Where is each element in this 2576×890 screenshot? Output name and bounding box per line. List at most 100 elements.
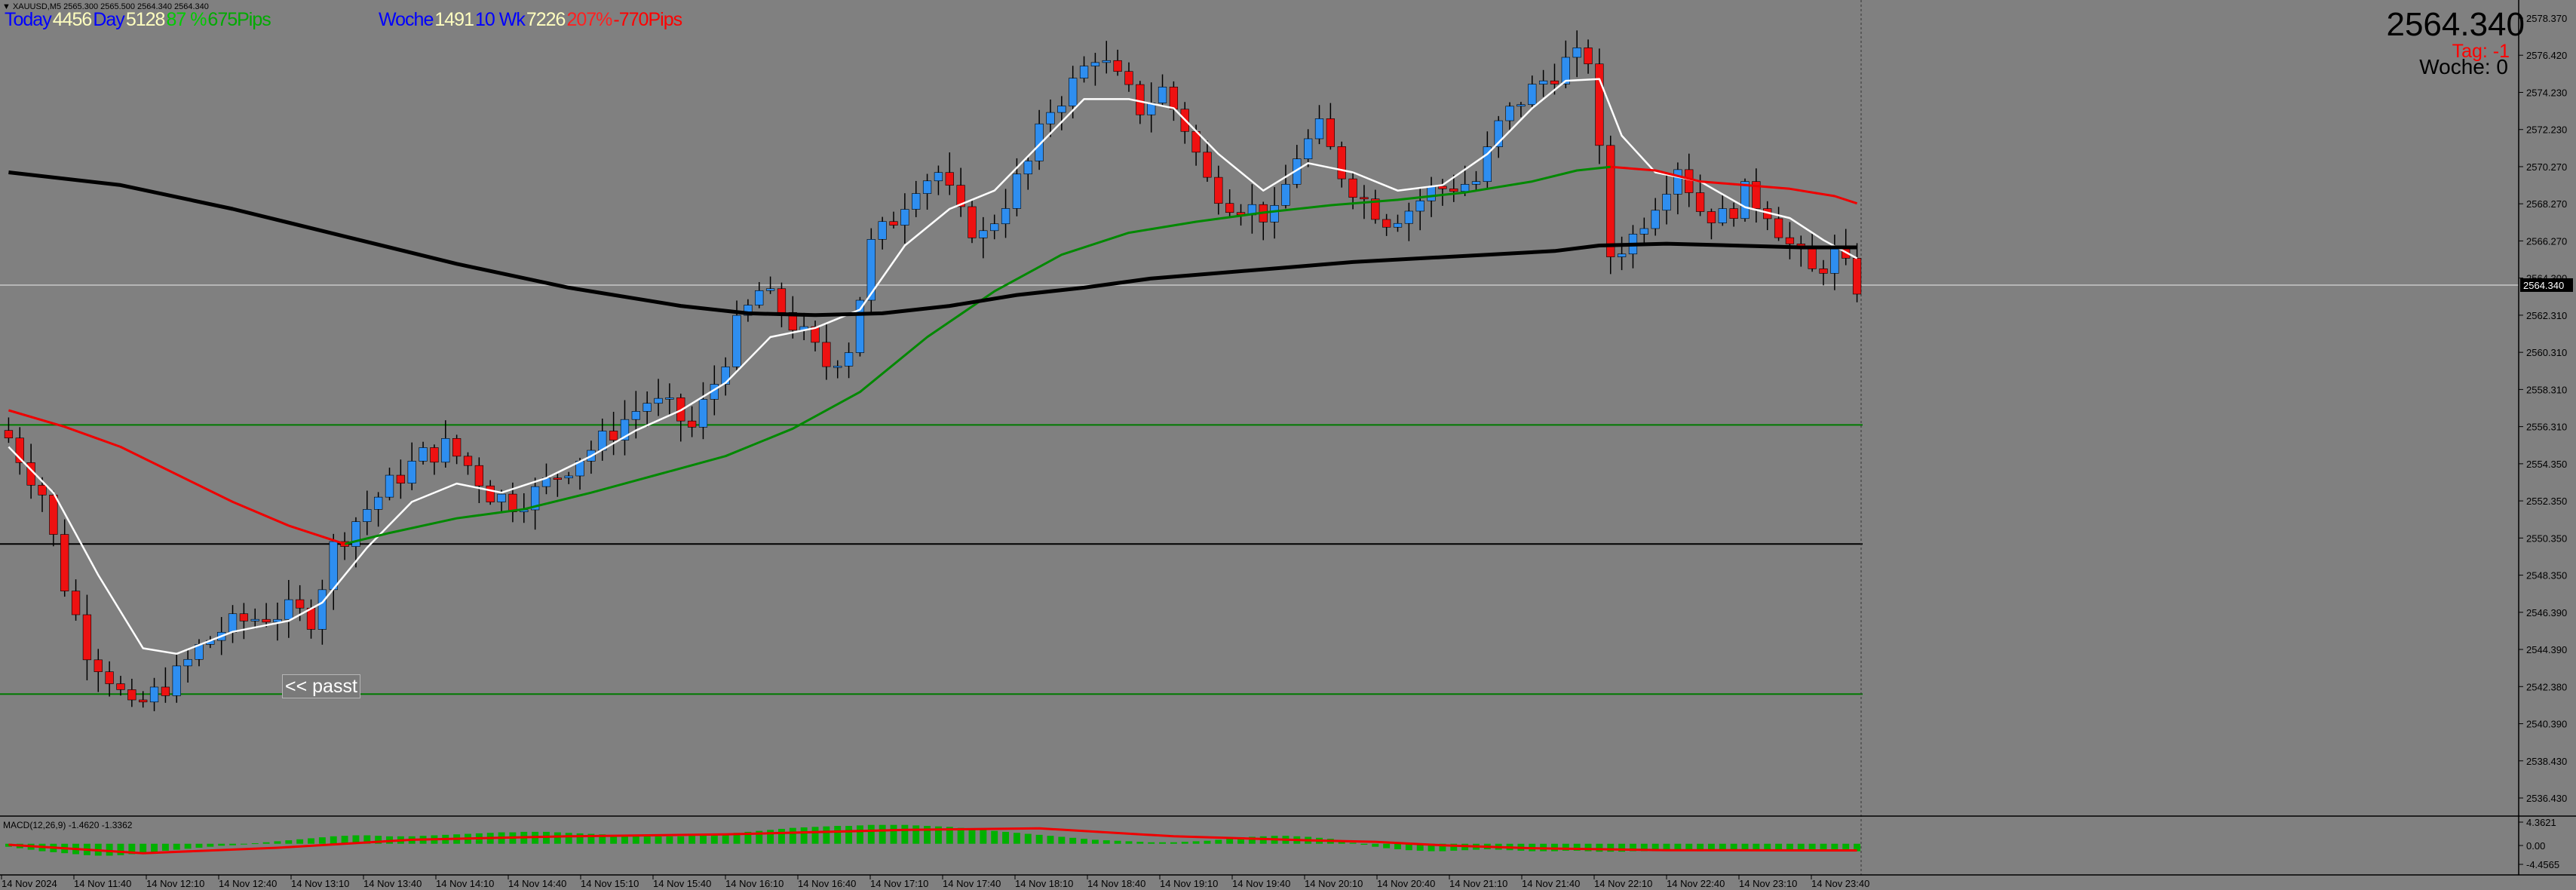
candle-bear [94, 659, 103, 672]
candle-bear [609, 431, 618, 440]
macd-histogram-bar [1775, 843, 1783, 851]
time-tick-label: 14 Nov 19:10 [1160, 878, 1218, 889]
candle-bear [1685, 169, 1694, 193]
macd-histogram-bar [722, 833, 729, 844]
macd-histogram-bar [655, 836, 662, 844]
candle-bear [1729, 208, 1738, 219]
candle-bull [631, 411, 640, 420]
candle-bull [934, 172, 943, 182]
macd-histogram-bar [1091, 839, 1099, 844]
macd-histogram-bar [879, 824, 886, 844]
candle-bull [1079, 66, 1089, 78]
macd-histogram-bar [1685, 843, 1693, 851]
candle-bear [161, 686, 170, 696]
macd-histogram-bar [744, 831, 752, 844]
candle-bull [844, 352, 854, 367]
time-tick-label: 14 Nov 13:40 [363, 878, 422, 889]
time-tick-label: 14 Nov 21:10 [1449, 878, 1507, 889]
candle-bull [878, 221, 887, 240]
macd-histogram-bar [195, 843, 203, 848]
candle-bull [833, 365, 842, 368]
moving-average-line [8, 170, 1857, 318]
candle-bear [1113, 60, 1122, 72]
candle-bear [15, 437, 24, 463]
price-tick-label: 2544.390 [2526, 644, 2567, 655]
time-tick-label: 14 Nov 15:10 [581, 878, 639, 889]
macd-histogram-bar [901, 824, 909, 844]
candle-bear [1606, 145, 1615, 257]
macd-histogram-bar [1607, 843, 1615, 852]
macd-histogram-bar [1405, 843, 1412, 851]
macd-histogram-bar [1562, 843, 1569, 851]
candle-bear [1124, 71, 1133, 85]
candle-bull [1393, 222, 1403, 228]
candle-bear [486, 485, 495, 502]
macd-histogram-bar [330, 836, 337, 844]
price-tick-label: 2538.430 [2526, 756, 2567, 767]
macd-histogram-bar [1024, 833, 1032, 844]
stats-today: Today4456Day512887 %675Pips [5, 9, 272, 31]
candle-bear [889, 221, 898, 226]
candle-bull [284, 599, 293, 620]
macd-histogram-bar [1069, 837, 1077, 844]
price-tick-label: 2548.350 [2526, 570, 2567, 582]
candle-bear [474, 465, 484, 486]
macd-histogram-bar [1753, 843, 1760, 851]
candle-bull [1830, 247, 1839, 274]
time-tick-label: 14 Nov 18:10 [1015, 878, 1073, 889]
macd-histogram-bar [756, 830, 763, 844]
candle-bull [1281, 183, 1290, 206]
price-tick-label: 2570.270 [2526, 161, 2567, 173]
time-tick-label: 14 Nov 16:40 [798, 878, 856, 889]
macd-histogram-bar [733, 833, 741, 844]
macd-histogram-bar [140, 843, 147, 854]
macd-histogram-bar [980, 830, 987, 844]
macd-histogram-bar [1854, 843, 1861, 852]
stats-today-item: 675Pips [207, 9, 271, 30]
macd-histogram-bar [1730, 843, 1737, 851]
candle-bull [744, 305, 753, 316]
time-tick-label: 14 Nov 12:10 [146, 878, 204, 889]
candle-bear [822, 342, 831, 367]
macd-histogram-bar [1573, 843, 1581, 851]
price-tick-label: 2552.350 [2526, 496, 2567, 507]
stats-today-item: Day [93, 9, 124, 30]
macd-histogram-bar [1237, 837, 1244, 844]
candle-bull [1427, 186, 1436, 201]
macd-histogram-bar [1697, 843, 1704, 852]
stats-week-item: 7226 [526, 9, 566, 30]
candle-bull [698, 399, 708, 428]
candle-bull [1001, 208, 1010, 225]
macd-histogram-bar [632, 836, 639, 844]
candle-bear [508, 493, 517, 512]
macd-histogram-bar [106, 843, 113, 856]
macd-histogram-bar [161, 843, 169, 851]
macd-histogram-bar [934, 826, 942, 844]
macd-histogram-bar [800, 827, 808, 844]
macd-histogram-bar [1372, 843, 1379, 847]
candle-bull [1057, 106, 1066, 113]
candle-bear [788, 312, 797, 331]
moving-average-line [8, 409, 345, 545]
macd-histogram-bar [1349, 842, 1357, 844]
candle-bear [452, 438, 462, 457]
candle-bull [855, 299, 865, 353]
candle-bull [441, 438, 450, 463]
candle-bull [228, 613, 238, 633]
candle-bull [1460, 184, 1470, 192]
candle-bull [1505, 106, 1514, 121]
macd-histogram-bar [856, 825, 863, 844]
macd-histogram-bar [128, 843, 136, 855]
price-tick-label: 2572.230 [2526, 124, 2567, 136]
passt-label[interactable]: << passt [282, 674, 360, 698]
candle-bull [1528, 84, 1537, 106]
macd-histogram-bar [767, 830, 774, 844]
candle-bull [1415, 200, 1424, 212]
candle-bull [363, 509, 372, 522]
candle-bear [127, 689, 136, 701]
tag-label: Tag: -1 [2452, 41, 2510, 62]
candle-bull [1046, 112, 1055, 124]
price-tick-label: 2566.270 [2526, 235, 2567, 247]
